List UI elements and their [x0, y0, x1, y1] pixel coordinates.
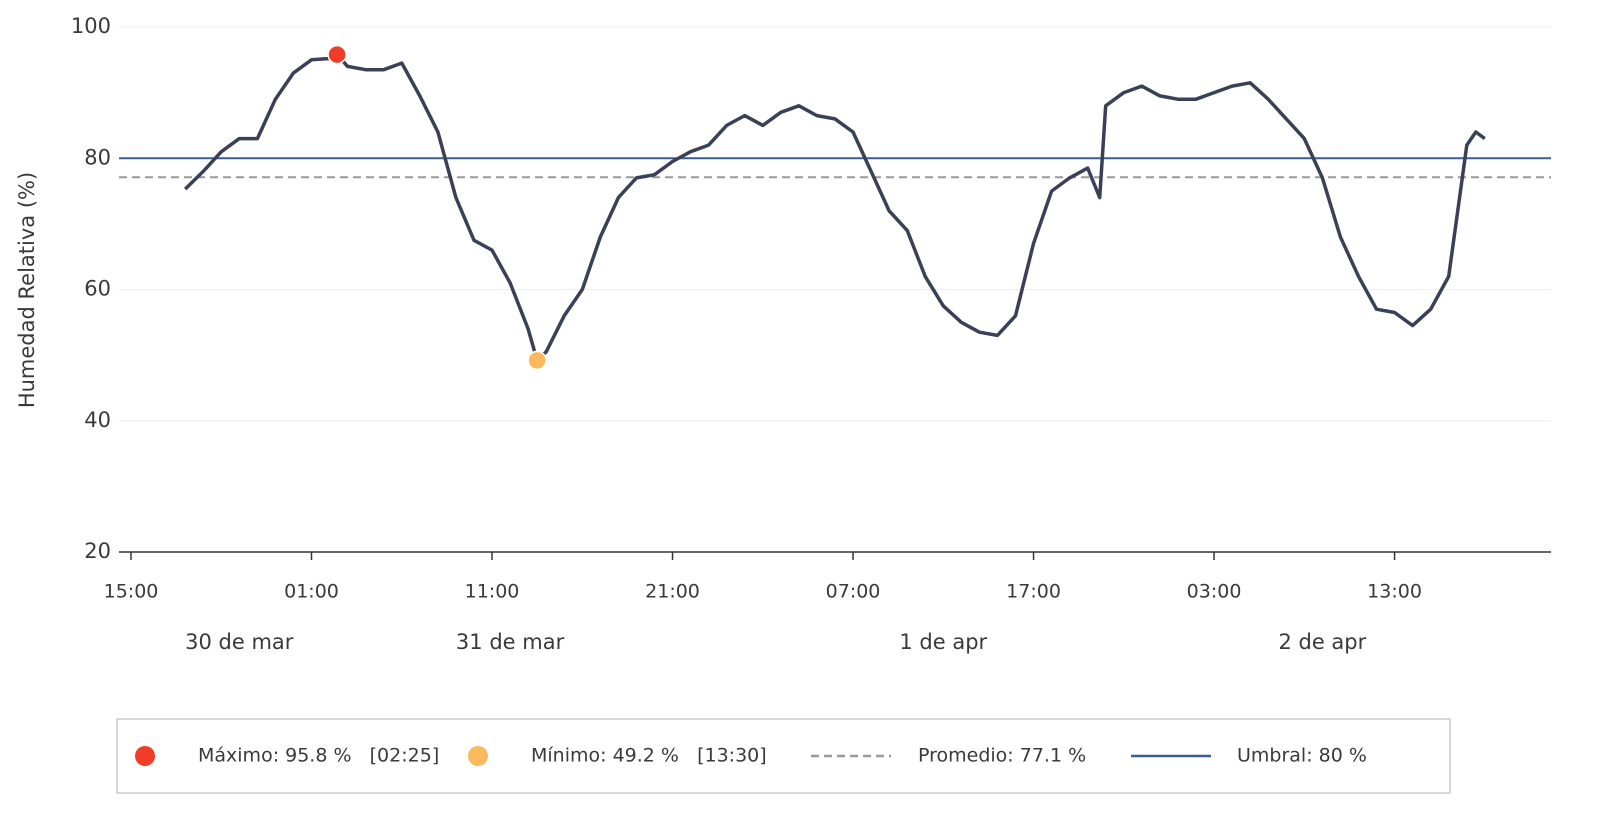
legend-label: Mínimo: 49.2 % [13:30] — [531, 745, 767, 767]
x-tick-label: 17:00 — [1006, 581, 1061, 603]
series-line — [183, 52, 1486, 363]
legend-marker — [468, 746, 488, 766]
legend-marker — [135, 746, 155, 766]
legend-label: Máximo: 95.8 % [02:25] — [198, 745, 439, 767]
y-axis-label: Humedad Relativa (%) — [15, 172, 39, 408]
x-tick-label: 21:00 — [645, 581, 700, 603]
y-tick-label: 60 — [84, 277, 111, 301]
y-tick-label: 80 — [84, 145, 111, 169]
x-tick-label: 01:00 — [284, 581, 339, 603]
extreme-marker — [327, 44, 347, 65]
extreme-marker — [527, 350, 547, 371]
legend-label: Promedio: 77.1 % — [918, 745, 1086, 767]
y-tick-label: 20 — [84, 539, 111, 563]
y-tick-label: 100 — [71, 14, 111, 38]
day-label: 31 de mar — [456, 630, 565, 654]
x-tick-label: 03:00 — [1187, 581, 1242, 603]
x-tick-label: 15:00 — [104, 581, 159, 603]
x-tick-label: 11:00 — [465, 581, 520, 603]
legend-label: Umbral: 80 % — [1237, 745, 1367, 767]
y-tick-label: 40 — [84, 408, 111, 432]
day-label: 30 de mar — [185, 630, 294, 654]
day-label: 2 de apr — [1278, 630, 1366, 654]
day-label: 1 de apr — [899, 630, 987, 654]
x-tick-label: 07:00 — [826, 581, 881, 603]
x-tick-label: 13:00 — [1367, 581, 1422, 603]
legend-box — [116, 718, 1451, 794]
